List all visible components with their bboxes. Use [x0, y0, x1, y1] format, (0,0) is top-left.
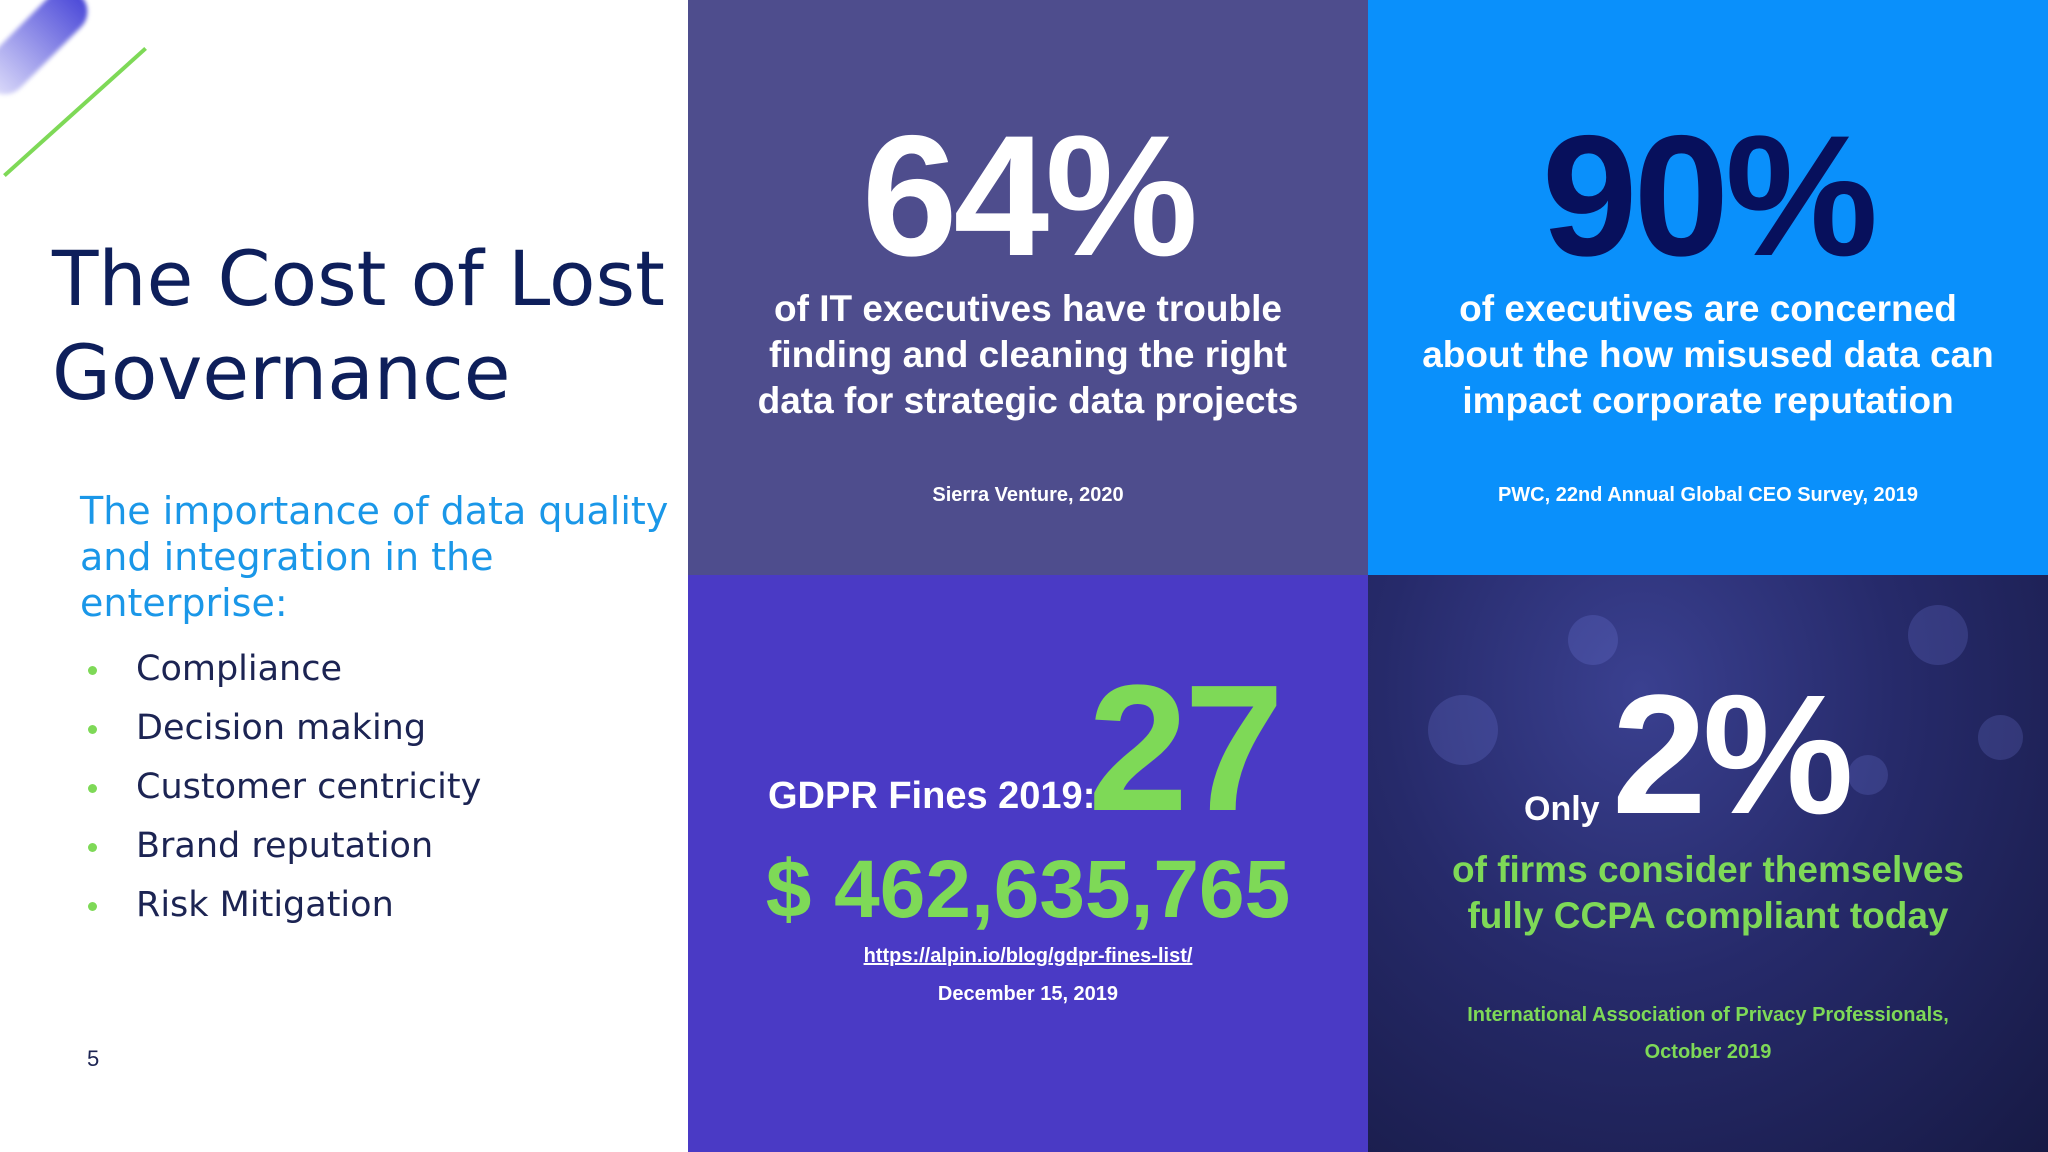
- list-item: Risk Mitigation: [84, 876, 481, 935]
- slide-title: The Cost of Lost Governance: [52, 232, 682, 420]
- bullet-dot-icon: [88, 666, 97, 675]
- stat-panel-gdpr: GDPR Fines 2019: 27 $ 462,635,765 https:…: [688, 575, 1368, 1152]
- stat-source: International Association of Privacy Pro…: [1408, 997, 2008, 1071]
- stat-value: 2%: [1612, 660, 1854, 850]
- stat-description: of executives are concerned about the ho…: [1422, 288, 1994, 421]
- bullet-dot-icon: [88, 843, 97, 852]
- gdpr-label: GDPR Fines 2019:: [768, 775, 1096, 817]
- stat-source-line-2: October 2019: [1644, 1041, 1772, 1063]
- gdpr-fine-count: 27: [1088, 648, 1284, 849]
- stat-source-line-1: International Association of Privacy Pro…: [1467, 1004, 1949, 1026]
- background-bokeh: [1978, 715, 2023, 760]
- page-number: 5: [87, 1046, 100, 1071]
- bullet-dot-icon: [88, 784, 97, 793]
- stat-description: of firms consider themselves fully CCPA …: [1451, 849, 1965, 936]
- stat-panel-ccpa: Only 2% of firms consider themselves ful…: [1368, 575, 2048, 1152]
- bullet-dot-icon: [88, 902, 97, 911]
- list-item: Compliance: [84, 640, 481, 699]
- gdpr-fine-amount: $ 462,635,765: [765, 844, 1291, 935]
- background-bokeh: [1428, 695, 1498, 765]
- list-item: Decision making: [84, 699, 481, 758]
- stat-description: of IT executives have trouble finding an…: [757, 288, 1299, 421]
- gdpr-source-link[interactable]: https://alpin.io/blog/gdpr-fines-list/: [863, 945, 1193, 967]
- bullet-list: Compliance Decision making Customer cent…: [84, 640, 481, 935]
- slide-title-line-1: The Cost of Lost: [52, 234, 665, 323]
- background-bokeh: [1848, 755, 1888, 795]
- decorative-blue-stroke: [0, 0, 97, 104]
- stat-panel-it-executives: 64% of IT executives have trouble findin…: [688, 0, 1368, 575]
- ccpa-prefix: Only: [1524, 790, 1600, 828]
- slide-subtitle-line-1: The importance of data quality: [80, 489, 669, 533]
- stat-source: Sierra Venture, 2020: [932, 484, 1124, 506]
- list-item: Brand reputation: [84, 817, 481, 876]
- slide-title-line-2: Governance: [52, 328, 511, 417]
- stat-value: 64%: [861, 100, 1198, 292]
- bullet-dot-icon: [88, 725, 97, 734]
- stat-source: PWC, 22nd Annual Global CEO Survey, 2019: [1497, 484, 1919, 506]
- stat-panel-executives: 90% of executives are concerned about th…: [1368, 0, 2048, 575]
- background-bokeh: [1568, 615, 1618, 665]
- stat-value: 90%: [1541, 100, 1878, 292]
- list-item: Customer centricity: [84, 758, 481, 817]
- slide-subtitle-line-2: and integration in the enterprise:: [80, 535, 494, 625]
- title-area: The Cost of Lost Governance The importan…: [0, 0, 688, 1152]
- background-bokeh: [1908, 605, 1968, 665]
- slide-subtitle: The importance of data quality and integ…: [80, 488, 680, 626]
- gdpr-source-date: December 15, 2019: [937, 983, 1119, 1005]
